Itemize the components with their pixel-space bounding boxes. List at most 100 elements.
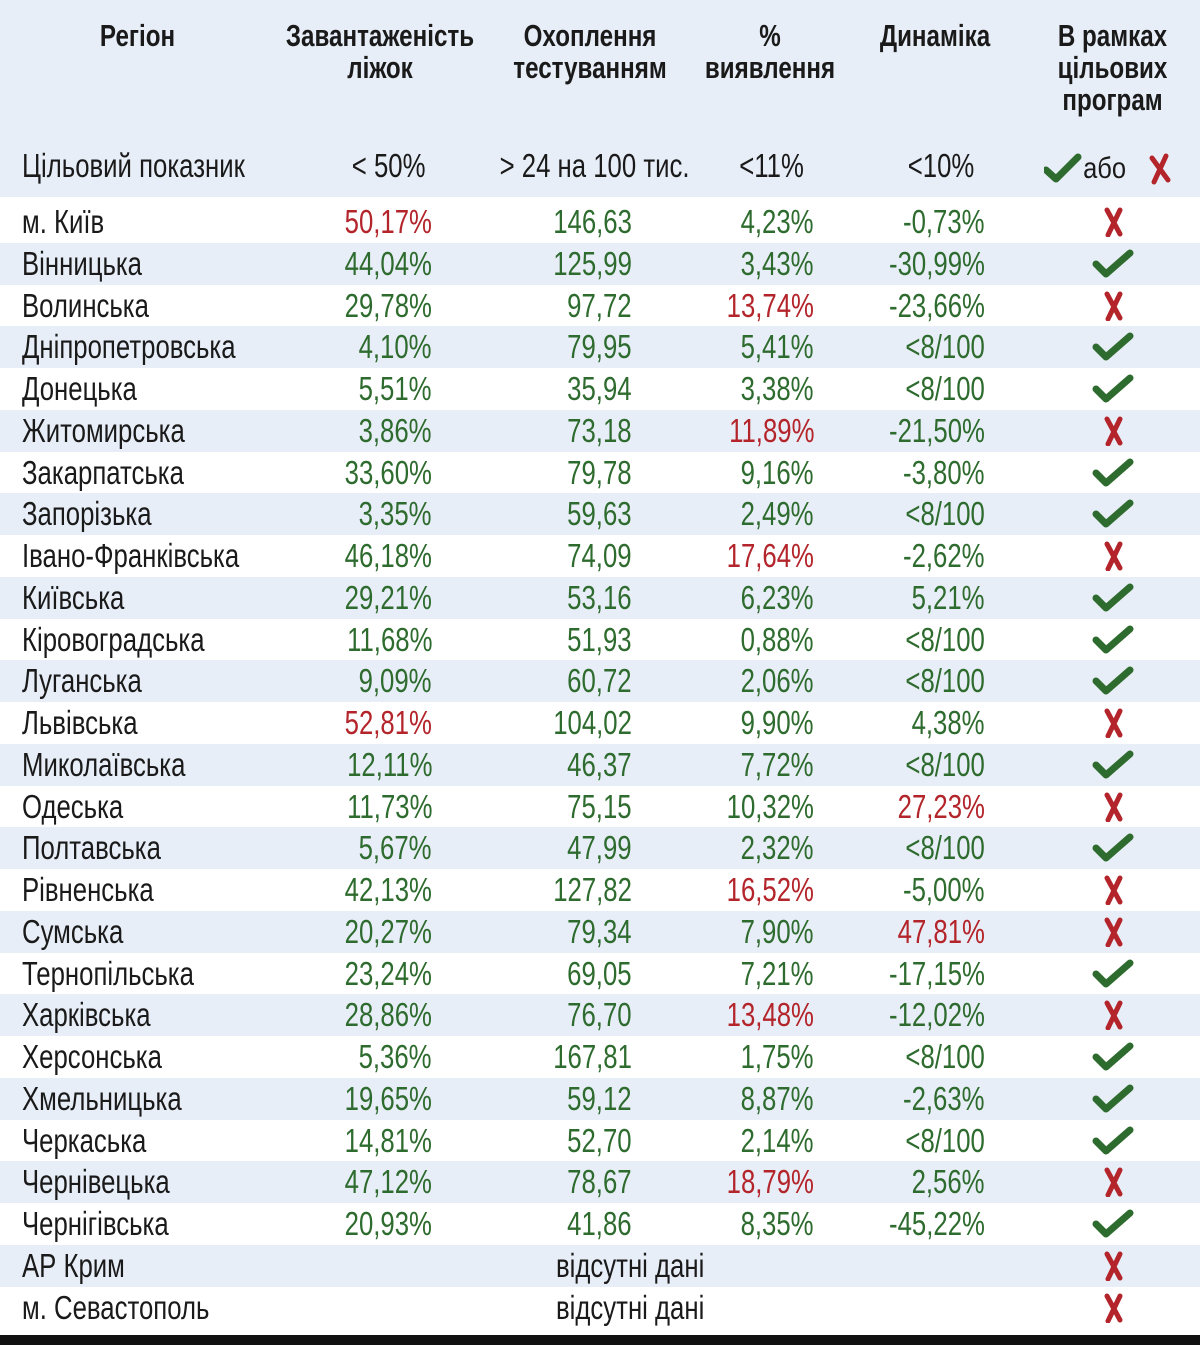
check-icon bbox=[1092, 583, 1136, 613]
check-path bbox=[1092, 583, 1134, 612]
bed-occupancy-value: 11,68% bbox=[346, 620, 432, 658]
region-name: Донецька bbox=[22, 370, 137, 407]
table-row: Івано-Франківська 46,18% 74,09 17,64% -2,62% bbox=[0, 535, 1200, 577]
legend-svg: або bbox=[1044, 151, 1171, 185]
bed-occupancy-value: 5,36% bbox=[359, 1038, 432, 1075]
target-dynamics: <10% bbox=[907, 147, 974, 184]
detection-rate-value: 7,72% bbox=[741, 745, 814, 783]
check-icon bbox=[1092, 833, 1136, 863]
header-dynamics: Динаміка bbox=[861, 20, 1009, 52]
dynamics-value: -23,66% bbox=[889, 286, 985, 324]
bed-occupancy-value: 33,60% bbox=[344, 453, 432, 491]
table-row: Львівська 52,81% 104,02 9,90% 4,38% bbox=[0, 702, 1200, 744]
dynamics-value: <8/100 bbox=[905, 620, 985, 658]
table-row: Чернівецька 47,12% 78,67 18,79% 2,56% bbox=[0, 1161, 1200, 1203]
bed-occupancy-value: 44,04% bbox=[344, 244, 432, 282]
bed-occupancy-value: 4,10% bbox=[359, 328, 432, 366]
dynamics-value: <8/100 bbox=[905, 1121, 985, 1159]
header-region-text: Регіон bbox=[99, 18, 176, 53]
bed-occupancy-value: 14,81% bbox=[344, 1121, 432, 1159]
header-programs-line1: В рамках bbox=[1057, 18, 1168, 53]
testing-coverage-value: 167,81 bbox=[553, 1038, 632, 1075]
missing-data-note: відсутні дані bbox=[556, 1246, 705, 1284]
testing-coverage-value: 69,05 bbox=[567, 954, 632, 992]
testing-coverage-value: 125,99 bbox=[553, 244, 632, 282]
detection-rate-value: 1,75% bbox=[741, 1038, 814, 1075]
bed-occupancy-value: 52,81% bbox=[344, 704, 432, 741]
region-name: Одеська bbox=[22, 787, 124, 825]
bed-occupancy-value: 5,67% bbox=[359, 829, 432, 867]
cross-icon bbox=[1092, 541, 1136, 571]
table-row: Херсонська 5,36% 167,81 1,75% <8/100 bbox=[0, 1036, 1200, 1078]
target-beds: < 50% bbox=[351, 147, 425, 184]
cross-icon bbox=[1092, 917, 1136, 947]
bed-occupancy-value: 3,86% bbox=[359, 411, 432, 449]
target-label: Цільовий показник bbox=[22, 147, 245, 184]
cross-icon bbox=[1092, 207, 1136, 237]
detection-rate-value: 9,16% bbox=[741, 453, 814, 491]
dynamics-value: <8/100 bbox=[905, 495, 985, 533]
detection-rate-value: 8,35% bbox=[741, 1205, 814, 1242]
check-path bbox=[1092, 1209, 1134, 1238]
header-detection-line2: виявлення bbox=[704, 50, 836, 85]
table-body: м. Київ 50,17% 146,63 4,23% -0,73% Вінницька 4… bbox=[0, 201, 1200, 1328]
table-row: Черкаська 14,81% 52,70 2,14% <8/100 bbox=[0, 1120, 1200, 1162]
cross-icon bbox=[1092, 1293, 1136, 1323]
testing-coverage-value: 79,34 bbox=[567, 912, 632, 950]
check-path bbox=[1092, 332, 1134, 361]
dynamics-value: -2,63% bbox=[903, 1079, 985, 1117]
check-icon bbox=[1092, 499, 1136, 529]
detection-rate-value: 5,41% bbox=[741, 328, 814, 366]
table-row: м. Севастополь відсутні дані bbox=[0, 1287, 1200, 1329]
bed-occupancy-value: 20,93% bbox=[344, 1205, 432, 1242]
header-detection-line1: % bbox=[759, 18, 781, 53]
cross-icon bbox=[1092, 1000, 1136, 1031]
header-testing-line2: тестуванням bbox=[513, 50, 667, 85]
header-target-programs: В рамках цільових програм bbox=[1048, 20, 1177, 116]
detection-rate-value: 0,88% bbox=[741, 620, 814, 658]
testing-coverage-value: 53,16 bbox=[567, 578, 632, 616]
check-path bbox=[1092, 959, 1134, 987]
detection-rate-value: 7,90% bbox=[741, 912, 814, 950]
dynamics-value: <8/100 bbox=[905, 370, 985, 407]
bed-occupancy-value: 42,13% bbox=[344, 871, 432, 908]
detection-rate-value: 17,64% bbox=[726, 537, 814, 574]
testing-coverage-value: 97,72 bbox=[567, 286, 632, 324]
testing-coverage-value: 47,99 bbox=[567, 829, 632, 867]
detection-rate-value: 2,32% bbox=[741, 829, 814, 867]
detection-rate-value: 3,38% bbox=[741, 370, 814, 407]
table-row: Київська 29,21% 53,16 6,23% 5,21% bbox=[0, 576, 1200, 619]
bed-occupancy-value: 46,18% bbox=[344, 537, 432, 574]
region-name: Харківська bbox=[22, 996, 151, 1034]
detection-rate-value: 13,48% bbox=[726, 996, 814, 1034]
target-testing: > 24 на 100 тис. bbox=[500, 147, 690, 184]
dynamics-value: -0,73% bbox=[903, 203, 985, 240]
region-name: Волинська bbox=[22, 286, 149, 324]
cross-icon bbox=[1149, 153, 1171, 185]
bed-occupancy-value: 19,65% bbox=[344, 1079, 432, 1117]
detection-rate-value: 10,32% bbox=[726, 787, 814, 825]
table-row: Полтавська 5,67% 47,99 2,32% <8/100 bbox=[0, 827, 1200, 869]
detection-rate-value: 2,14% bbox=[741, 1121, 814, 1159]
dynamics-value: 2,56% bbox=[912, 1163, 985, 1201]
table-row: Миколаївська 12,11% 46,37 7,72% <8/100 bbox=[0, 743, 1200, 786]
dynamics-value: -30,99% bbox=[889, 244, 985, 282]
cross-path bbox=[1104, 708, 1123, 738]
region-name: Вінницька bbox=[22, 244, 142, 282]
table-row: Сумська 20,27% 79,34 7,90% 47,81% bbox=[0, 910, 1200, 953]
table-row: Одеська 11,73% 75,15 10,32% 27,23% bbox=[0, 786, 1200, 828]
check-icon bbox=[1092, 1084, 1136, 1114]
region-name: Запорізька bbox=[22, 495, 152, 533]
header-dynamics-text: Динаміка bbox=[879, 18, 991, 53]
cross-path bbox=[1104, 875, 1123, 905]
cross-path bbox=[1104, 416, 1123, 446]
testing-coverage-value: 78,67 bbox=[567, 1163, 632, 1201]
bed-occupancy-value: 20,27% bbox=[344, 912, 432, 950]
detection-rate-value: 2,49% bbox=[741, 495, 814, 533]
cross-path bbox=[1104, 291, 1123, 321]
bed-occupancy-value: 3,35% bbox=[359, 495, 432, 533]
legend-or-text: або bbox=[1083, 151, 1126, 184]
dynamics-value: <8/100 bbox=[905, 328, 985, 366]
check-path bbox=[1092, 249, 1134, 278]
check-path bbox=[1092, 625, 1134, 653]
